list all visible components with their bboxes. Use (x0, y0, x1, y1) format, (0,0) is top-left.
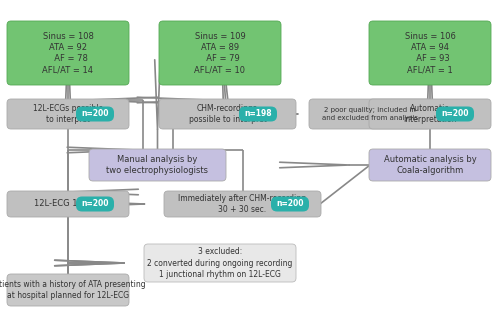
FancyBboxPatch shape (7, 274, 129, 306)
FancyBboxPatch shape (369, 149, 491, 181)
FancyBboxPatch shape (7, 99, 129, 129)
FancyBboxPatch shape (164, 191, 321, 217)
Text: CHM-recordings
possible to interpret: CHM-recordings possible to interpret (188, 104, 266, 124)
Text: Sinus = 106
ATA = 94
  AF = 93
AFL/AT = 1: Sinus = 106 ATA = 94 AF = 93 AFL/AT = 1 (404, 32, 456, 74)
Text: 12L-ECGs possible
to interpret: 12L-ECGs possible to interpret (33, 104, 103, 124)
FancyBboxPatch shape (159, 21, 281, 85)
Text: 2 poor quality; included in
and excluded from analysis: 2 poor quality; included in and excluded… (322, 107, 418, 121)
Text: n=198: n=198 (244, 109, 272, 119)
FancyBboxPatch shape (76, 197, 114, 211)
FancyBboxPatch shape (159, 99, 296, 129)
Text: Manual analysis by
two electrophysiologists: Manual analysis by two electrophysiologi… (106, 155, 208, 175)
Text: n=200: n=200 (276, 199, 304, 209)
FancyBboxPatch shape (76, 107, 114, 121)
Text: Sinus = 109
ATA = 89
  AF = 79
AFL/AT = 10: Sinus = 109 ATA = 89 AF = 79 AFL/AT = 10 (194, 32, 246, 74)
Text: Automatic
interpretation: Automatic interpretation (403, 104, 457, 124)
FancyBboxPatch shape (436, 107, 474, 121)
Text: n=200: n=200 (81, 109, 109, 119)
Text: 3 excluded:
2 converted during ongoing recording
1 junctional rhythm on 12L-ECG: 3 excluded: 2 converted during ongoing r… (148, 247, 292, 279)
FancyBboxPatch shape (309, 99, 431, 129)
Text: Automatic analysis by
Coala-algorithm: Automatic analysis by Coala-algorithm (384, 155, 476, 175)
FancyBboxPatch shape (7, 191, 129, 217)
FancyBboxPatch shape (89, 149, 226, 181)
Text: Patients with a history of ATA presenting
at hospital planned for 12L-ECG: Patients with a history of ATA presentin… (0, 280, 146, 300)
FancyBboxPatch shape (144, 244, 296, 282)
FancyBboxPatch shape (369, 21, 491, 85)
Text: 12L-ECG 10 sec.: 12L-ECG 10 sec. (34, 199, 102, 209)
Text: n=200: n=200 (81, 199, 109, 209)
Text: Immediately after CHM-recording
30 + 30 sec.: Immediately after CHM-recording 30 + 30 … (178, 194, 306, 214)
FancyBboxPatch shape (369, 99, 491, 129)
FancyBboxPatch shape (239, 107, 277, 121)
Text: n=200: n=200 (442, 109, 469, 119)
Text: Sinus = 108
ATA = 92
  AF = 78
AFL/AT = 14: Sinus = 108 ATA = 92 AF = 78 AFL/AT = 14 (42, 32, 94, 74)
FancyBboxPatch shape (271, 197, 309, 211)
FancyBboxPatch shape (7, 21, 129, 85)
